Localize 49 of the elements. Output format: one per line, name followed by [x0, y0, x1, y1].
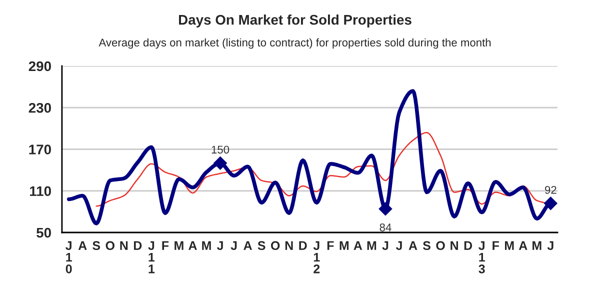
- x-tick-label: A: [78, 241, 87, 250]
- x-tick-label: M: [532, 241, 542, 250]
- x-tick-label: A: [518, 241, 528, 250]
- x-tick-label: A: [188, 241, 197, 250]
- x-tick-label: D: [299, 241, 307, 250]
- x-tick-label: O: [106, 241, 114, 250]
- point: [544, 196, 558, 210]
- y-tick-label: 50: [36, 228, 51, 238]
- x-tick-label: M: [504, 241, 514, 250]
- x-tick-label: S: [258, 241, 266, 250]
- x-tick-label: J 1 2: [313, 241, 320, 274]
- x-tick-label: J: [216, 241, 223, 250]
- x-tick-label: J 1 0: [66, 241, 72, 274]
- y-tick-label: 110: [30, 186, 51, 196]
- x-tick-label: A: [354, 241, 362, 250]
- x-tick-label: J 1 3: [478, 241, 485, 274]
- point: [214, 156, 227, 170]
- chart-subtitle: Average days on market (listing to contract) for properties sold during the month: [98, 38, 491, 49]
- x-tick-label: S: [422, 241, 430, 250]
- x-tick-label: F: [492, 241, 499, 250]
- x-tick-label: A: [408, 241, 418, 250]
- x-tick-label: J: [382, 241, 388, 250]
- x-tick-label: D: [134, 241, 142, 250]
- point: [378, 202, 392, 216]
- x-tick-label: F: [162, 241, 169, 250]
- y-tick-label: 230: [28, 102, 51, 113]
- x-tick-label: N: [285, 241, 293, 250]
- x-tick-label: J: [396, 241, 402, 250]
- data-label: 92: [545, 186, 556, 194]
- x-tick-label: F: [327, 241, 334, 250]
- x-tick-label: O: [436, 241, 445, 250]
- x-tick-label: M: [340, 241, 349, 250]
- x-tick-label: M: [367, 241, 376, 250]
- x-tick-label: M: [202, 241, 211, 250]
- y-tick-label: 290: [28, 61, 51, 72]
- x-tick-label: S: [92, 241, 100, 250]
- x-tick-label: D: [464, 241, 472, 250]
- y-tick-label: 170: [29, 144, 51, 154]
- x-tick-label: J: [547, 241, 554, 250]
- x-tick-label: O: [270, 241, 280, 250]
- x-tick-label: N: [120, 241, 128, 250]
- x-tick-label: M: [174, 241, 184, 250]
- x-tick-label: A: [244, 241, 252, 250]
- chart-title: Days On Market for Sold Properties: [179, 14, 412, 28]
- x-tick-label: N: [450, 241, 458, 250]
- x-tick-label: J: [230, 241, 237, 250]
- data-label: 84: [380, 223, 392, 232]
- x-tick-label: J 1 1: [148, 241, 155, 274]
- data-label: 150: [212, 146, 230, 154]
